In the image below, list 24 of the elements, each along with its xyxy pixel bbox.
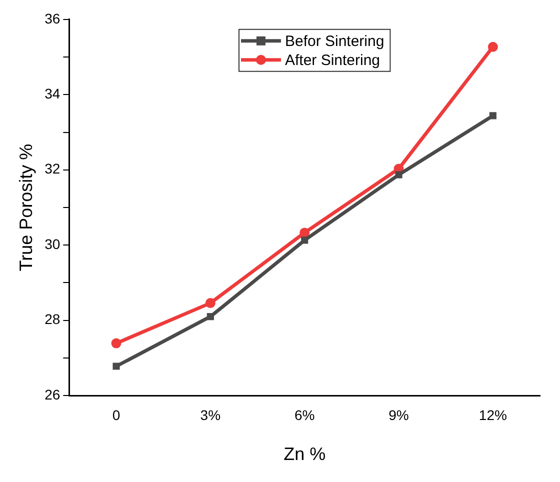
y-tick-label: 34 (44, 86, 60, 102)
point (300, 228, 310, 238)
x-tick-label: 0 (112, 406, 120, 423)
point (489, 112, 496, 120)
point (112, 362, 120, 370)
x-tick-label: 3% (200, 406, 221, 423)
point (488, 42, 498, 52)
x-tick-label: 9% (388, 406, 409, 423)
legend-label: After Sintering (284, 52, 380, 70)
y-tick-label: 32 (44, 160, 60, 177)
point (301, 236, 308, 244)
x-tick-label: 6% (294, 406, 315, 423)
point (395, 171, 402, 178)
y-axis-title: True Porosity % (16, 144, 36, 272)
y-tick-label: 26 (44, 386, 60, 402)
y-tick-label: 30 (44, 236, 60, 252)
point (111, 338, 122, 348)
point (206, 313, 214, 320)
y-tick-label: 28 (44, 311, 60, 328)
y-tick-label: 36 (44, 10, 60, 26)
point (205, 298, 216, 308)
x-axis-title: Zn % (284, 444, 326, 464)
x-tick-label: 12% (478, 406, 507, 423)
legend-label: Befor Sintering (284, 33, 384, 50)
